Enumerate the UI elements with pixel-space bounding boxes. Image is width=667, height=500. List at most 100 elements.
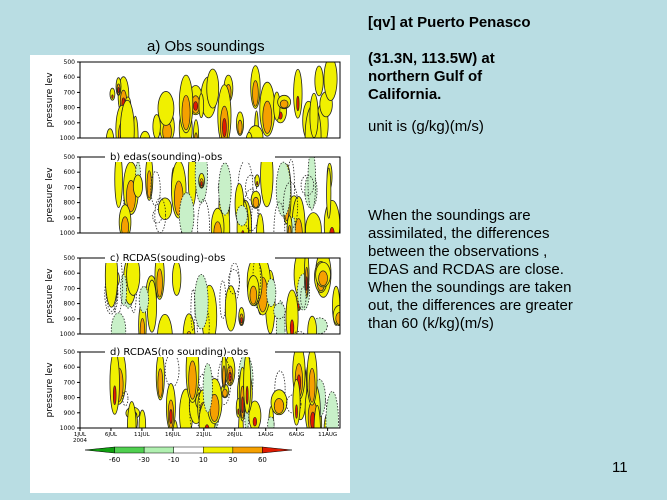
positive-contour <box>305 212 322 233</box>
negative-contour <box>300 174 315 196</box>
y-tick-label: 900 <box>64 120 76 127</box>
positive-contour <box>126 258 141 296</box>
positive-contour <box>309 92 319 138</box>
panel-frame <box>79 61 341 139</box>
positive-contour <box>287 225 292 233</box>
negative-contour <box>104 272 119 315</box>
positive-contour <box>329 227 335 233</box>
positive-contour <box>121 216 129 233</box>
positive-contour <box>318 270 328 287</box>
negative-contour <box>273 302 286 320</box>
positive-contour <box>273 398 285 414</box>
positive-contour <box>260 157 274 208</box>
positive-contour <box>143 137 147 138</box>
colorbar-label: 30 <box>228 456 237 464</box>
negative-contour <box>138 286 149 314</box>
positive-contour <box>307 315 318 334</box>
positive-contour <box>305 276 308 291</box>
positive-contour <box>245 385 249 405</box>
negative-contour <box>120 273 127 306</box>
negative-contour <box>202 363 213 413</box>
x-tick-label: 26JUL <box>227 432 244 438</box>
colorbar-label: -60 <box>109 456 120 464</box>
negative-contour <box>164 352 180 388</box>
contour-field <box>105 62 338 138</box>
y-axis-label: pressure lev <box>45 362 55 418</box>
positive-contour <box>156 268 163 298</box>
positive-contour <box>132 174 143 198</box>
positive-contour <box>206 68 220 109</box>
y-tick-label: 1000 <box>60 135 75 142</box>
positive-contour <box>252 80 259 107</box>
positive-contour <box>117 87 120 93</box>
positive-contour <box>314 65 324 97</box>
positive-contour <box>194 132 198 138</box>
positive-contour <box>256 181 259 186</box>
y-tick-label: 1000 <box>60 230 75 237</box>
positive-contour <box>157 368 164 398</box>
negative-contour <box>112 258 123 316</box>
colorbar-swatch <box>232 446 263 454</box>
positive-contour <box>316 436 318 452</box>
colorbar-label: 60 <box>258 456 267 464</box>
figure-title: a) Obs soundings <box>147 38 265 55</box>
positive-contour <box>296 95 300 112</box>
positive-contour <box>126 401 137 428</box>
slide-subtitle: (31.3N, 113.5W) at northern Gulf of Cali… <box>368 50 495 103</box>
positive-contour <box>248 400 262 428</box>
y-tick-label: 800 <box>64 395 76 402</box>
positive-contour <box>262 100 273 134</box>
positive-contour <box>114 157 123 208</box>
y-tick-label: 700 <box>64 379 76 386</box>
negative-contour <box>110 312 127 334</box>
positive-contour <box>157 91 175 126</box>
positive-contour <box>224 285 237 332</box>
negative-contour <box>325 391 339 428</box>
colorbar-label: -10 <box>168 456 179 464</box>
positive-contour <box>252 416 257 427</box>
colorbar-swatch <box>173 446 204 454</box>
positive-contour <box>237 408 240 415</box>
positive-contour <box>139 130 151 138</box>
positive-contour <box>157 313 173 334</box>
positive-contour <box>222 118 227 138</box>
positive-contour <box>138 409 147 428</box>
positive-contour <box>326 167 332 219</box>
negative-contour <box>179 192 195 233</box>
positive-contour <box>228 371 232 382</box>
colorbar-swatch <box>114 446 145 454</box>
positive-contour <box>109 87 116 101</box>
x-tick-label: 11AUG <box>318 432 337 438</box>
y-tick-label: 500 <box>64 154 76 161</box>
positive-contour <box>245 132 253 138</box>
positive-contour <box>146 170 152 199</box>
contour-field <box>114 157 340 233</box>
panel-label-bg <box>105 345 275 357</box>
positive-contour <box>249 285 258 305</box>
y-tick-label: 700 <box>64 285 76 292</box>
positive-contour <box>293 68 303 119</box>
colorbar-label: -30 <box>138 456 149 464</box>
positive-contour <box>186 330 192 334</box>
panel-label: d) RCDAS(no sounding)-obs <box>110 347 248 358</box>
positive-contour <box>241 230 245 233</box>
negative-contour <box>292 330 305 334</box>
positive-contour <box>285 289 299 334</box>
positive-contour <box>119 99 135 138</box>
negative-contour <box>267 416 275 428</box>
y-tick-label: 600 <box>64 74 76 81</box>
negative-contour <box>275 161 291 217</box>
y-tick-label: 600 <box>64 169 76 176</box>
slide-title: [qv] at Puerto Penasco <box>368 14 531 31</box>
colorbar-label: 10 <box>199 456 208 464</box>
positive-contour <box>254 137 257 138</box>
y-tick-label: 600 <box>64 364 76 371</box>
y-tick-label: 900 <box>64 316 76 323</box>
positive-contour <box>241 396 244 414</box>
positive-contour <box>181 94 191 131</box>
y-tick-label: 1000 <box>60 331 75 338</box>
positive-contour <box>222 388 228 398</box>
negative-contour <box>122 390 129 407</box>
y-tick-label: 700 <box>64 184 76 191</box>
